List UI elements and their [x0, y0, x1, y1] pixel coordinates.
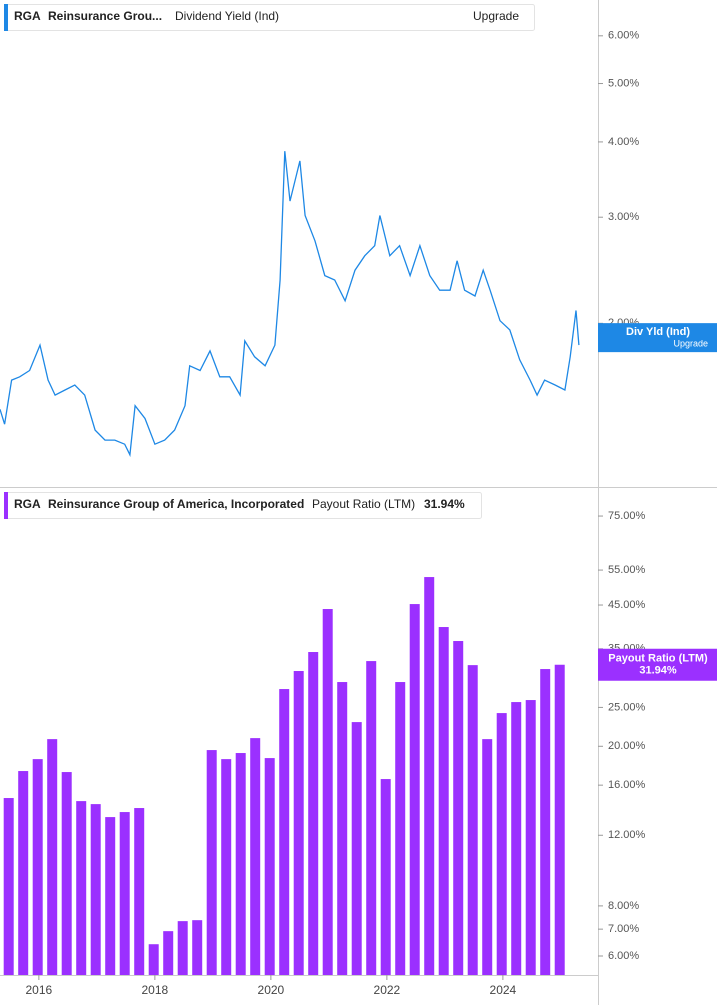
bar	[32, 759, 43, 975]
bar	[279, 689, 290, 975]
ticker: RGA	[14, 497, 41, 511]
bar	[3, 798, 14, 975]
y-tick-label: 45.00%	[608, 599, 646, 611]
company: Reinsurance Grou...	[48, 9, 162, 23]
bar	[250, 738, 261, 975]
side-label	[598, 323, 717, 353]
bar	[366, 661, 377, 975]
y-tick-label: 12.00%	[608, 829, 646, 841]
y-tick-label: 55.00%	[608, 564, 646, 576]
bar	[90, 804, 101, 975]
bar	[76, 801, 87, 975]
side-label-text: Payout Ratio (LTM)	[608, 653, 708, 665]
bar	[61, 772, 72, 975]
bar	[177, 921, 188, 975]
side-value: 31.94%	[639, 665, 677, 677]
bar	[453, 641, 464, 975]
x-tick-label: 2018	[142, 983, 169, 997]
x-tick-label: 2022	[374, 983, 401, 997]
x-tick-label: 2020	[258, 983, 285, 997]
payout-panel: 6.00% 7.00% 8.00% 12.00% 16.00% 20.00% 25.00% 3…	[3, 510, 717, 997]
bar	[511, 702, 522, 975]
x-tick-label: 2016	[26, 983, 53, 997]
bar	[264, 758, 275, 975]
upgrade-link[interactable]: Upgrade	[473, 9, 519, 23]
bar	[467, 665, 478, 975]
side-label-text: Div Yld (Ind)	[626, 326, 690, 338]
bar	[525, 700, 536, 975]
bar	[438, 627, 449, 975]
side-upgrade: Upgrade	[673, 339, 708, 349]
bar	[380, 779, 391, 975]
y-tick-label: 5.00%	[608, 77, 639, 89]
y-tick-label: 16.00%	[608, 779, 646, 791]
y-tick-label: 6.00%	[608, 950, 639, 962]
y-tick-label: 20.00%	[608, 740, 646, 752]
bar	[322, 609, 333, 975]
y-tick-label: 3.00%	[608, 211, 639, 223]
bar	[192, 920, 203, 975]
bar	[409, 604, 420, 975]
bar	[293, 671, 304, 975]
bar	[119, 812, 130, 975]
y-tick-label: 6.00%	[608, 30, 639, 42]
y-tick-label: 8.00%	[608, 900, 639, 912]
bar	[18, 771, 29, 975]
x-tick-label: 2024	[490, 983, 517, 997]
bar	[206, 750, 217, 975]
bar	[221, 759, 232, 975]
metric: Dividend Yield (Ind)	[175, 9, 279, 23]
last-value: 31.94%	[424, 497, 465, 511]
series-swatch	[4, 4, 8, 31]
bar	[105, 817, 116, 975]
company: Reinsurance Group of America, Incorporat…	[48, 497, 304, 511]
ticker: RGA	[14, 9, 41, 23]
yield-line	[0, 151, 580, 458]
y-tick-label: 4.00%	[608, 136, 639, 148]
bar	[337, 682, 348, 975]
bar	[424, 577, 435, 975]
series-swatch	[4, 492, 8, 519]
y-tick-label: 25.00%	[608, 701, 646, 713]
y-tick-label: 7.00%	[608, 923, 639, 935]
bar	[351, 722, 362, 975]
bar	[47, 739, 58, 975]
bar	[482, 739, 493, 975]
bar	[395, 682, 406, 975]
bar	[134, 808, 145, 975]
metric: Payout Ratio (LTM)	[312, 497, 415, 511]
bar	[496, 713, 507, 975]
bar	[148, 944, 159, 975]
dividend-panel: 2.00%3.00%4.00%5.00%6.00%Div Yld (Ind)Up…	[0, 30, 717, 458]
bar	[554, 664, 565, 975]
y-tick-label: 75.00%	[608, 510, 646, 522]
bar	[540, 669, 551, 975]
bar	[308, 652, 319, 975]
side-label	[598, 648, 717, 681]
bar	[235, 753, 246, 975]
bar	[163, 931, 174, 975]
